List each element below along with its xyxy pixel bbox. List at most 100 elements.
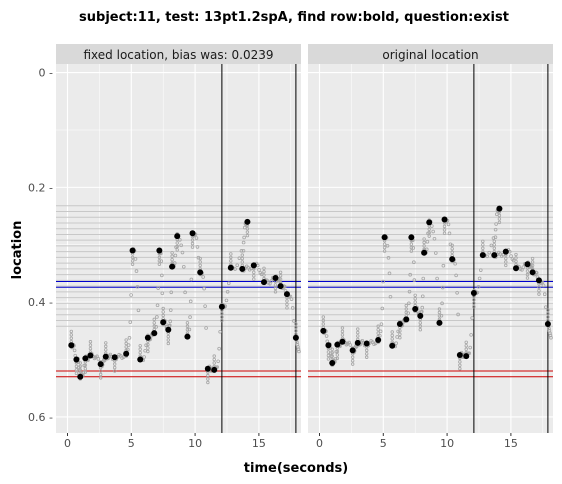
gaze-sample (487, 250, 492, 255)
gaze-sample (407, 301, 411, 306)
fixation-point (111, 354, 118, 361)
gaze-sample (447, 231, 452, 236)
gaze-sample (217, 346, 221, 351)
gaze-sample (202, 286, 206, 291)
gaze-sample (470, 316, 474, 320)
gaze-sample (157, 259, 162, 263)
x-tick-label: 10 (440, 437, 454, 450)
strip-right-label: original location (382, 48, 478, 62)
gaze-sample (229, 252, 233, 256)
fixation-point (426, 219, 433, 226)
gaze-sample (83, 363, 88, 367)
gaze-sample (188, 299, 193, 304)
gaze-sample (464, 347, 468, 351)
fixation-point (77, 373, 84, 380)
fixation-point (189, 230, 196, 237)
gaze-sample (491, 236, 496, 240)
gaze-sample (530, 260, 535, 264)
gaze-sample (294, 322, 298, 326)
gaze-sample (404, 310, 408, 315)
gaze-sample (185, 321, 190, 325)
gaze-sample (146, 346, 150, 350)
gaze-sample (198, 256, 202, 261)
gaze-sample (546, 311, 550, 316)
fixation-point (339, 338, 346, 345)
gaze-sample (464, 340, 468, 345)
gaze-sample (441, 263, 446, 268)
gaze-sample (126, 343, 131, 347)
fixation-point (363, 340, 370, 347)
gaze-sample (382, 245, 387, 250)
gaze-sample (418, 328, 422, 332)
gaze-sample (130, 262, 135, 266)
gaze-sample (340, 333, 345, 337)
gaze-sample (166, 341, 170, 346)
gaze-sample (155, 303, 160, 308)
gaze-sample (74, 371, 79, 376)
gaze-sample (450, 247, 454, 251)
gaze-sample (422, 244, 426, 248)
gaze-sample (497, 220, 502, 225)
gaze-sample (504, 263, 508, 268)
fixation-point (491, 252, 498, 259)
gaze-sample (548, 333, 553, 338)
gaze-sample (525, 276, 530, 280)
y-tick-label: 0 - (39, 67, 53, 80)
gaze-sample (69, 329, 74, 334)
gaze-sample (96, 357, 101, 361)
gaze-sample (437, 310, 442, 315)
gaze-sample (189, 277, 194, 282)
gaze-sample (98, 369, 103, 373)
panel-left (56, 64, 301, 433)
gaze-sample (98, 376, 103, 380)
fixation-point (529, 269, 536, 276)
gaze-sample (537, 285, 541, 289)
gaze-sample (88, 346, 93, 351)
gaze-sample (390, 330, 394, 334)
gaze-sample (190, 241, 195, 246)
gaze-sample (161, 310, 165, 314)
gaze-sample (514, 256, 518, 260)
gaze-sample (126, 347, 130, 352)
gaze-sample (69, 333, 74, 337)
gaze-sample (198, 260, 202, 264)
fixation-point (441, 216, 448, 223)
gaze-sample (138, 350, 142, 355)
fixation-point (260, 279, 267, 286)
gaze-sample (530, 256, 535, 261)
gaze-sample (168, 308, 173, 312)
gaze-sample (161, 306, 165, 311)
gaze-sample (160, 291, 165, 296)
gaze-sample (278, 274, 283, 278)
gaze-sample (273, 290, 278, 294)
gaze-sample (262, 273, 266, 277)
gaze-sample (537, 288, 541, 293)
gaze-sample (335, 349, 340, 354)
gaze-sample (413, 293, 417, 297)
gaze-sample (112, 365, 117, 370)
fixation-point (137, 356, 144, 363)
gaze-sample (542, 292, 547, 297)
fixation-point (421, 249, 428, 256)
gaze-sample (130, 255, 135, 260)
gaze-sample (220, 311, 224, 316)
gaze-sample (124, 338, 128, 342)
gaze-sample (385, 243, 390, 248)
gaze-sample (537, 292, 541, 296)
fixation-point (211, 366, 218, 373)
gaze-sample (268, 281, 272, 286)
gaze-sample (233, 267, 237, 271)
gaze-sample (179, 243, 183, 248)
gaze-sample (229, 255, 233, 260)
gaze-sample (432, 236, 437, 241)
fixation-point (320, 327, 327, 334)
fixation-point (97, 361, 104, 368)
gaze-sample (326, 350, 331, 354)
y-axis-title: location (10, 221, 25, 280)
gaze-sample (240, 253, 245, 257)
gaze-sample (175, 248, 179, 252)
gaze-sample (289, 297, 294, 301)
y-tick-label: 0.6 - (28, 411, 53, 424)
gaze-sample (464, 344, 468, 348)
